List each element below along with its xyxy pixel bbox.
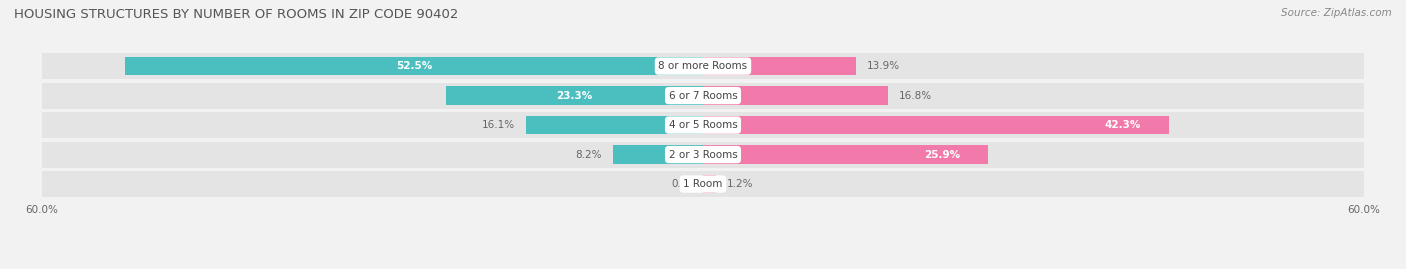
Bar [42, 171, 1364, 197]
Text: 25.9%: 25.9% [925, 150, 960, 160]
Bar [703, 175, 716, 193]
Bar [42, 112, 1364, 138]
Text: 8.2%: 8.2% [575, 150, 602, 160]
Text: 0.0%: 0.0% [671, 179, 697, 189]
Text: 1.2%: 1.2% [727, 179, 754, 189]
Bar [42, 83, 1364, 109]
Bar [526, 116, 703, 134]
Bar [125, 57, 703, 75]
Text: 1 Room: 1 Room [683, 179, 723, 189]
Text: 42.3%: 42.3% [1105, 120, 1142, 130]
Text: Source: ZipAtlas.com: Source: ZipAtlas.com [1281, 8, 1392, 18]
Bar [613, 146, 703, 164]
Text: 23.3%: 23.3% [557, 91, 593, 101]
Text: 52.5%: 52.5% [395, 61, 432, 71]
Text: HOUSING STRUCTURES BY NUMBER OF ROOMS IN ZIP CODE 90402: HOUSING STRUCTURES BY NUMBER OF ROOMS IN… [14, 8, 458, 21]
Bar [446, 86, 703, 105]
Bar [42, 53, 1364, 79]
Bar [703, 146, 988, 164]
Bar [703, 86, 889, 105]
Text: 6 or 7 Rooms: 6 or 7 Rooms [669, 91, 737, 101]
Text: 4 or 5 Rooms: 4 or 5 Rooms [669, 120, 737, 130]
Text: 13.9%: 13.9% [868, 61, 900, 71]
Bar [703, 57, 856, 75]
Text: 16.1%: 16.1% [481, 120, 515, 130]
Text: 2 or 3 Rooms: 2 or 3 Rooms [669, 150, 737, 160]
Text: 16.8%: 16.8% [898, 91, 932, 101]
Bar [42, 141, 1364, 168]
Bar [703, 116, 1168, 134]
Text: 8 or more Rooms: 8 or more Rooms [658, 61, 748, 71]
